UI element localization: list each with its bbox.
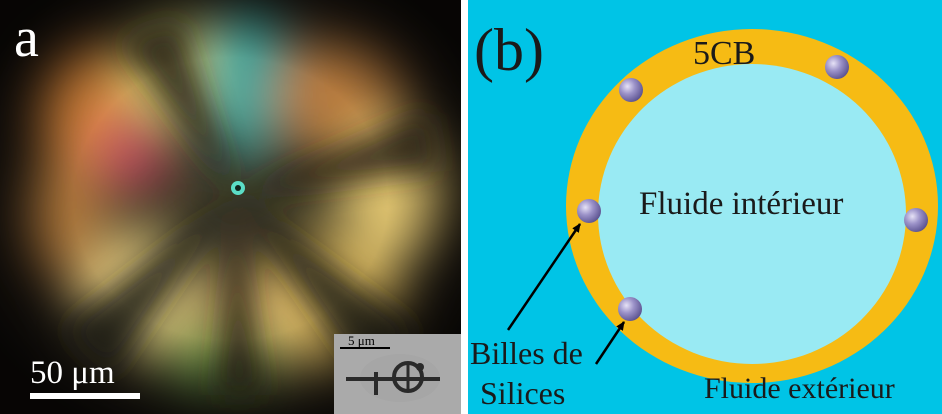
scale-bar-label: 50 μm <box>30 355 115 391</box>
scale-bar <box>30 393 140 399</box>
silica-bead <box>825 55 849 79</box>
shell-label: 5CB <box>693 35 755 72</box>
schematic-diagram: (b) 5CB Fluide intérieur Fluide extérieu… <box>468 0 942 414</box>
inset-scale-label: 5 μm <box>348 333 375 348</box>
silica-bead <box>618 297 642 321</box>
outer-fluid-label: Fluide extérieur <box>704 372 895 405</box>
inner-fluid-label: Fluide intérieur <box>639 186 843 222</box>
silica-bead <box>619 78 643 102</box>
panel-a-label: a <box>14 7 39 69</box>
panel-a-micrograph: a 50 μm 5 μm <box>0 0 461 414</box>
inset-image: 5 μm <box>334 333 461 414</box>
silica-bead <box>577 199 601 223</box>
inner-fluid-region <box>598 64 906 364</box>
panel-b-label: (b) <box>474 17 544 83</box>
panel-b-schematic: (b) 5CB Fluide intérieur Fluide extérieu… <box>468 0 942 414</box>
beads-label-line1: Billes de <box>470 335 583 371</box>
silica-bead <box>904 208 928 232</box>
arrow-to-bead-bottom <box>594 321 626 365</box>
beads-label-line2: Silices <box>480 375 565 411</box>
arrow-to-bead-left <box>506 223 582 331</box>
micrograph-image: a 50 μm 5 μm <box>0 0 461 414</box>
